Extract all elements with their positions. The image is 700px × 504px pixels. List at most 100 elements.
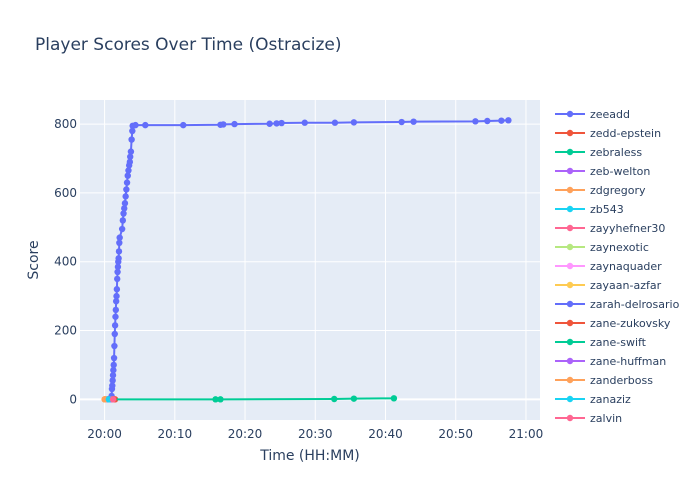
x-tick-label: 21:00 bbox=[509, 427, 544, 441]
legend-item[interactable]: zane-swift bbox=[555, 336, 647, 349]
data-point bbox=[119, 217, 127, 224]
x-tick-label: 20:10 bbox=[158, 427, 193, 441]
y-tick-label: 400 bbox=[54, 255, 77, 269]
data-point bbox=[114, 263, 122, 271]
data-point bbox=[127, 148, 135, 155]
series-line bbox=[111, 397, 394, 401]
data-point bbox=[109, 372, 117, 379]
legend-item[interactable]: zaynaquader bbox=[555, 260, 662, 273]
data-point bbox=[350, 119, 358, 126]
data-point bbox=[498, 117, 505, 124]
legend-label: zeb-welton bbox=[590, 165, 650, 178]
legend-label: zb543 bbox=[590, 203, 624, 216]
data-point bbox=[266, 120, 273, 127]
data-point bbox=[109, 396, 117, 403]
data-point bbox=[331, 395, 338, 403]
legend-item[interactable]: zebraless bbox=[555, 146, 642, 159]
data-point bbox=[120, 210, 127, 217]
data-point bbox=[132, 121, 139, 129]
x-tick-label: 20:00 bbox=[87, 427, 122, 441]
data-point bbox=[220, 121, 227, 128]
data-point bbox=[112, 313, 119, 320]
x-tick-label: 20:30 bbox=[298, 427, 333, 441]
legend-label: zayaan-azfar bbox=[590, 279, 662, 292]
legend-item[interactable]: zayaan-azfar bbox=[555, 279, 662, 292]
data-point bbox=[115, 255, 122, 262]
series-zeeadd bbox=[107, 117, 512, 403]
data-point bbox=[115, 248, 123, 255]
data-point bbox=[331, 119, 339, 126]
legend-item[interactable]: zeeadd bbox=[555, 108, 630, 121]
legend-label: zaynaquader bbox=[590, 260, 662, 273]
legend-marker bbox=[566, 376, 574, 384]
legend-label: zane-huffman bbox=[590, 355, 666, 368]
data-point bbox=[350, 395, 358, 402]
legend-item[interactable]: zane-huffman bbox=[555, 355, 666, 368]
data-point bbox=[109, 377, 116, 384]
x-tick-label: 20:50 bbox=[438, 427, 473, 441]
data-point bbox=[301, 119, 308, 126]
y-axis-label: Score bbox=[26, 240, 42, 279]
data-point bbox=[123, 179, 131, 186]
legend-item[interactable]: zdgregory bbox=[555, 184, 646, 197]
legend-marker bbox=[566, 357, 574, 365]
legend[interactable]: zeeadd zedd-epstein zebraless zeb-welton zdg… bbox=[555, 108, 680, 425]
y-tick-label: 0 bbox=[69, 392, 77, 406]
data-point bbox=[109, 382, 116, 389]
legend-marker bbox=[566, 281, 574, 289]
legend-item[interactable]: zanaziz bbox=[555, 393, 631, 406]
series-layer bbox=[101, 117, 512, 403]
legend-label: zane-swift bbox=[590, 336, 647, 349]
legend-label: zedd-epstein bbox=[590, 127, 661, 140]
gridlines bbox=[80, 100, 540, 420]
legend-marker bbox=[566, 224, 574, 232]
y-tick-label: 800 bbox=[54, 117, 77, 131]
data-point bbox=[123, 186, 130, 193]
data-point bbox=[118, 225, 126, 233]
data-point bbox=[410, 118, 417, 125]
data-point bbox=[127, 153, 134, 160]
data-point bbox=[113, 292, 120, 300]
data-point bbox=[111, 330, 118, 338]
legend-marker bbox=[566, 167, 574, 175]
data-point bbox=[112, 298, 120, 305]
chart-title: Player Scores Over Time (Ostracize) bbox=[35, 35, 342, 55]
data-point bbox=[114, 275, 121, 283]
x-tick-label: 20:20 bbox=[228, 427, 263, 441]
legend-item[interactable]: zeb-welton bbox=[555, 165, 650, 178]
data-point bbox=[110, 354, 118, 362]
legend-item[interactable]: zane-zukovsky bbox=[555, 317, 671, 330]
data-point bbox=[484, 117, 491, 125]
data-point bbox=[124, 172, 131, 179]
data-point bbox=[121, 200, 129, 207]
legend-marker bbox=[566, 205, 574, 213]
data-point bbox=[125, 167, 132, 174]
legend-label: zalvin bbox=[590, 412, 622, 425]
legend-item[interactable]: zarah-delrosario bbox=[555, 298, 680, 311]
legend-marker bbox=[566, 186, 574, 194]
legend-label: zane-zukovsky bbox=[590, 317, 671, 330]
legend-marker bbox=[566, 262, 574, 270]
data-point bbox=[142, 121, 149, 129]
legend-item[interactable]: zaynexotic bbox=[555, 241, 649, 254]
legend-marker bbox=[566, 243, 574, 251]
data-point bbox=[273, 120, 280, 127]
data-point bbox=[129, 127, 136, 135]
legend-item[interactable]: zayyhefner30 bbox=[555, 222, 665, 235]
data-point bbox=[114, 268, 121, 276]
legend-item[interactable]: zedd-epstein bbox=[555, 127, 661, 140]
data-point bbox=[110, 361, 117, 369]
data-point bbox=[505, 117, 512, 124]
data-point bbox=[110, 366, 117, 374]
legend-item[interactable]: zalvin bbox=[555, 412, 622, 425]
legend-marker bbox=[566, 300, 574, 308]
axis-ticks: 20:00 20:10 20:20 20:30 20:40 20:50 21:00 0 200 4… bbox=[54, 117, 543, 441]
legend-label: zaynexotic bbox=[590, 241, 649, 254]
legend-label: zdgregory bbox=[590, 184, 646, 197]
legend-item[interactable]: zb543 bbox=[555, 203, 624, 216]
legend-marker bbox=[566, 319, 574, 327]
data-point bbox=[111, 322, 119, 329]
y-tick-label: 600 bbox=[54, 186, 77, 200]
legend-marker bbox=[566, 129, 574, 137]
legend-item[interactable]: zanderboss bbox=[555, 374, 653, 387]
